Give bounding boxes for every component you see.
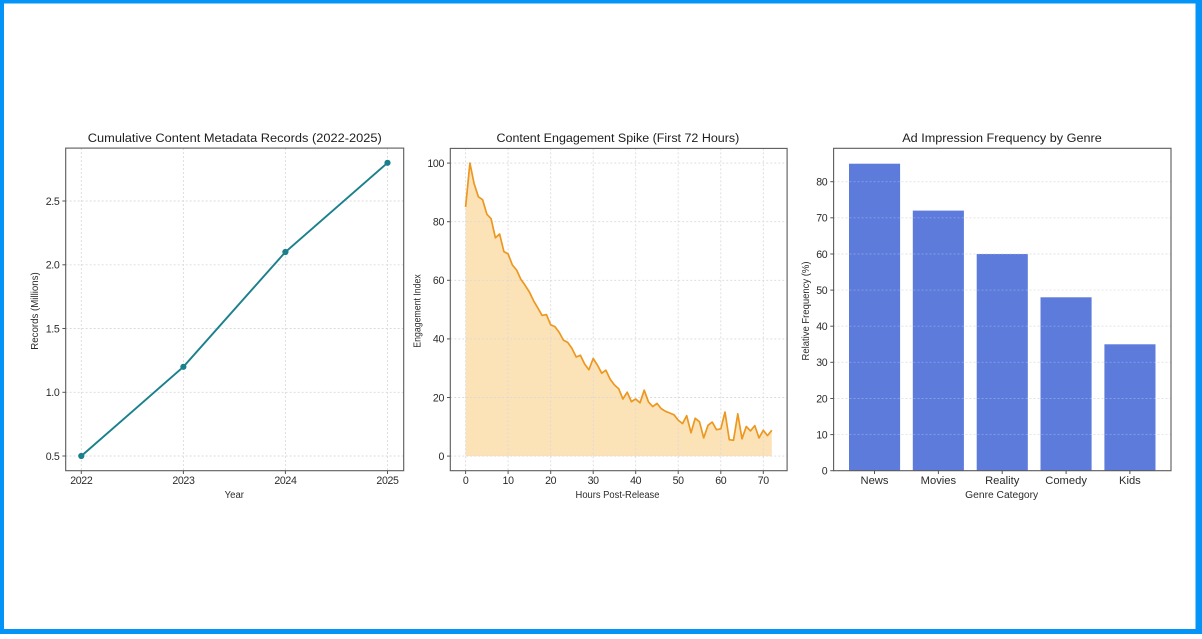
svg-text:20: 20	[545, 475, 557, 487]
svg-text:Genre Category: Genre Category	[965, 490, 1038, 501]
svg-text:Cumulative Content Metadata Re: Cumulative Content Metadata Records (202…	[88, 131, 382, 145]
svg-text:60: 60	[715, 475, 727, 487]
svg-text:0: 0	[438, 451, 444, 463]
svg-text:50: 50	[816, 285, 828, 297]
svg-text:0: 0	[822, 466, 828, 478]
svg-text:40: 40	[433, 334, 445, 346]
svg-text:2024: 2024	[274, 475, 297, 487]
svg-text:10: 10	[816, 429, 828, 441]
svg-text:2.0: 2.0	[46, 260, 60, 272]
svg-text:100: 100	[427, 158, 444, 170]
svg-text:60: 60	[433, 275, 445, 287]
svg-text:2022: 2022	[70, 475, 93, 487]
svg-text:News: News	[861, 475, 889, 487]
svg-text:50: 50	[673, 475, 685, 487]
svg-text:Engagement Index: Engagement Index	[413, 274, 424, 348]
svg-text:2.5: 2.5	[46, 196, 60, 208]
svg-text:30: 30	[816, 357, 828, 369]
svg-text:0.5: 0.5	[46, 451, 60, 463]
svg-text:30: 30	[588, 475, 600, 487]
svg-text:Reality: Reality	[985, 475, 1020, 487]
svg-text:40: 40	[816, 321, 828, 333]
svg-text:Comedy: Comedy	[1045, 475, 1087, 487]
svg-text:Year: Year	[225, 490, 245, 501]
svg-text:80: 80	[816, 177, 828, 189]
svg-text:2025: 2025	[376, 475, 399, 487]
svg-text:Hours Post-Release: Hours Post-Release	[576, 490, 660, 501]
svg-text:40: 40	[630, 475, 642, 487]
svg-text:Relative Frequency (%): Relative Frequency (%)	[801, 262, 812, 361]
svg-text:Kids: Kids	[1119, 475, 1141, 487]
svg-text:1.5: 1.5	[46, 323, 60, 335]
svg-text:10: 10	[503, 475, 515, 487]
svg-text:20: 20	[816, 393, 828, 405]
svg-text:80: 80	[433, 217, 445, 229]
svg-text:Content Engagement Spike (Firs: Content Engagement Spike (First 72 Hours…	[497, 131, 740, 145]
svg-text:0: 0	[463, 475, 469, 487]
svg-text:Ad Impression Frequency by Gen: Ad Impression Frequency by Genre	[902, 131, 1102, 145]
svg-text:60: 60	[816, 249, 828, 261]
svg-text:2023: 2023	[172, 475, 195, 487]
svg-text:Movies: Movies	[921, 475, 957, 487]
svg-text:70: 70	[758, 475, 770, 487]
svg-text:70: 70	[816, 213, 828, 225]
svg-text:1.0: 1.0	[46, 387, 60, 399]
svg-text:Records (Millions): Records (Millions)	[30, 272, 41, 350]
svg-text:20: 20	[433, 392, 445, 404]
